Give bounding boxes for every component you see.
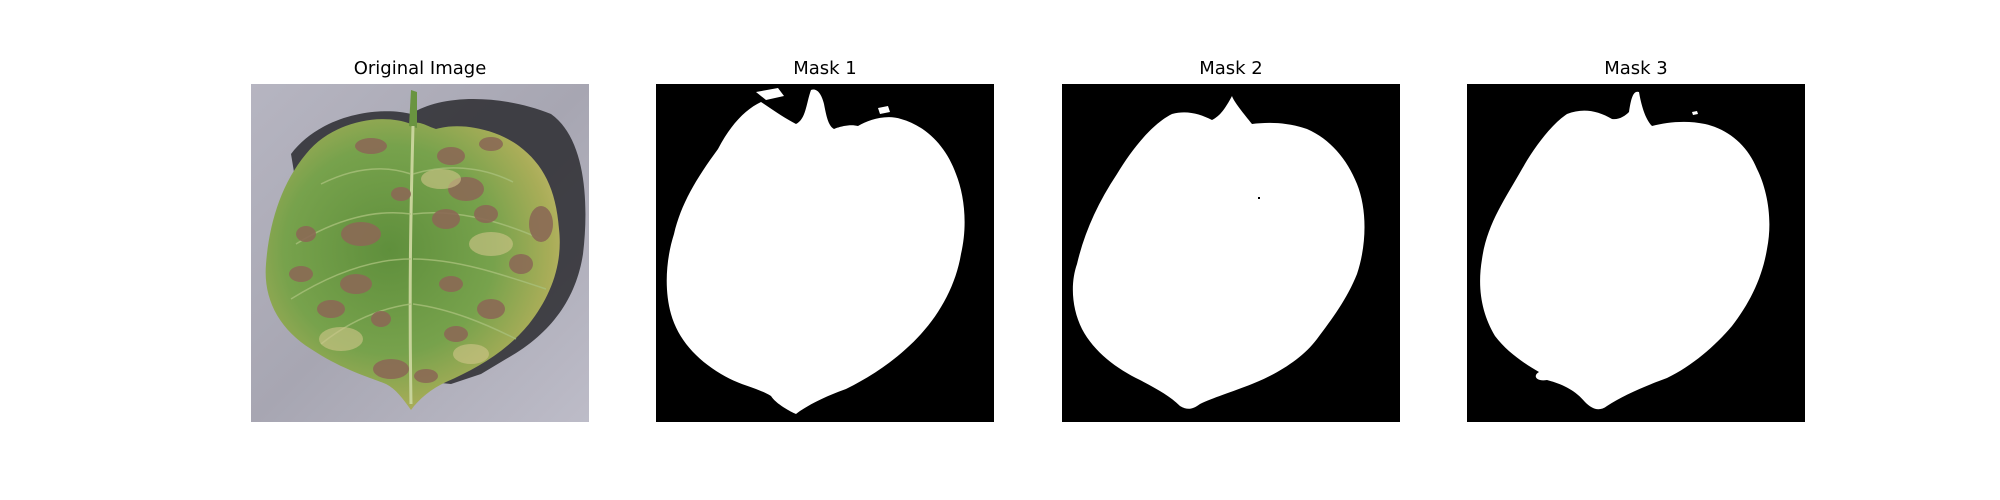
mask-2 bbox=[1062, 84, 1400, 422]
mask-1 bbox=[656, 84, 994, 422]
mask-3-canvas bbox=[1467, 84, 1805, 422]
panel-title-mask-3: Mask 3 bbox=[1467, 58, 1805, 79]
mask-2-canvas bbox=[1062, 84, 1400, 422]
mask-2-hole bbox=[1258, 197, 1260, 199]
original-image bbox=[251, 84, 589, 422]
panel-title-mask-1: Mask 1 bbox=[656, 58, 994, 79]
leaf-photo bbox=[251, 84, 589, 422]
mask-1-canvas bbox=[656, 84, 994, 422]
mask-3 bbox=[1467, 84, 1805, 422]
panel-title-original: Original Image bbox=[251, 58, 589, 79]
panel-title-mask-2: Mask 2 bbox=[1062, 58, 1400, 79]
